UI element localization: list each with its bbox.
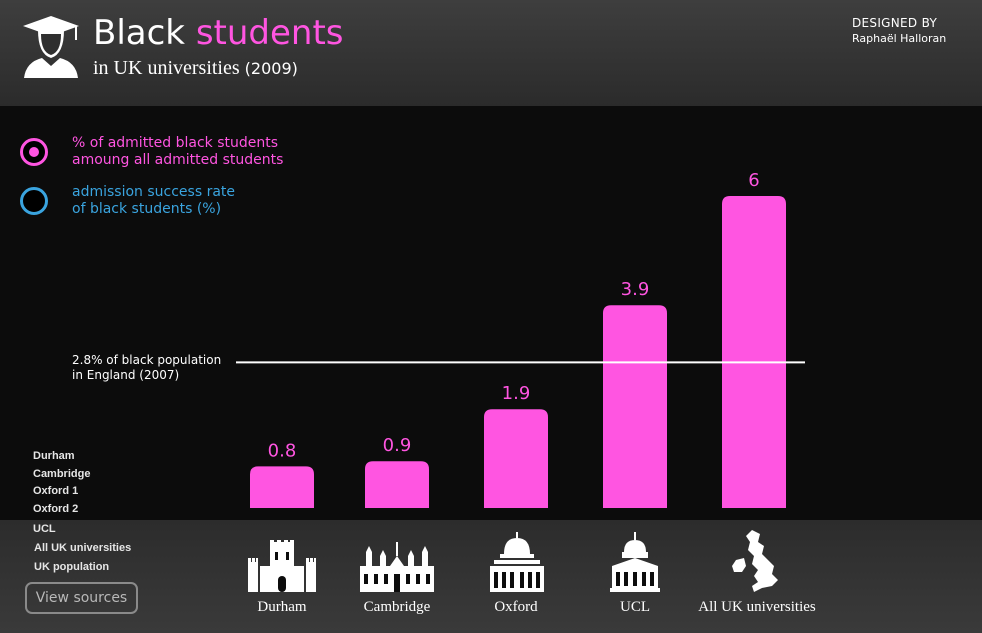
header-band — [0, 0, 982, 106]
sidebar-item-cambridge[interactable]: Cambridge — [33, 468, 91, 480]
title-main: Black — [93, 13, 185, 53]
view-sources-button[interactable]: View sources — [25, 582, 138, 614]
legend-item-admitted[interactable]: % of admitted black students amoung all … — [20, 135, 320, 178]
sidebar-item-oxford-2[interactable]: Oxford 2 — [33, 503, 79, 515]
radio-unselected-icon[interactable] — [20, 187, 48, 215]
bar-durham[interactable] — [250, 466, 314, 508]
legend-label-line1: % of admitted black students — [72, 135, 279, 151]
designed-by-label: DESIGNED BY — [852, 16, 938, 30]
category-label-cambridge: Cambridge — [363, 599, 431, 615]
bar-value-label: 1.9 — [502, 383, 531, 404]
designer-name: Raphaël Halloran — [852, 32, 947, 45]
bar-value-label: 3.9 — [621, 279, 650, 300]
subtitle-year: (2009) — [244, 59, 298, 78]
category-label-oxford: Oxford — [494, 599, 538, 615]
cambridge-chapel-icon — [360, 542, 434, 592]
sidebar-item-oxford-1[interactable]: Oxford 1 — [33, 485, 79, 497]
bar-all-uk-universities[interactable] — [722, 196, 786, 508]
reference-label-line1: 2.8% of black population — [72, 353, 222, 367]
sidebar-item-all-uk[interactable]: All UK universities — [34, 542, 132, 554]
bar-value-label: 0.8 — [268, 440, 297, 461]
subtitle-text: in UK universities — [93, 57, 240, 79]
graduate-icon — [23, 16, 79, 78]
bar-value-label: 6 — [748, 170, 759, 191]
durham-castle-icon — [248, 540, 316, 592]
bar-value-label: 0.9 — [383, 435, 412, 456]
title-accent: students — [195, 13, 344, 53]
category-label-durham: Durham — [257, 599, 307, 615]
bar-oxford[interactable] — [484, 409, 548, 508]
reference-label: 2.8% of black population in England (200… — [72, 353, 221, 383]
bar-cambridge[interactable] — [365, 461, 429, 508]
uk-map-icon — [732, 530, 778, 592]
category-label-all-uk: All UK universities — [698, 599, 816, 615]
ucl-dome-icon — [610, 532, 660, 592]
category-label-ucl: UCL — [620, 599, 650, 615]
radio-selected-icon[interactable] — [20, 138, 48, 166]
oxford-dome-icon — [490, 532, 544, 592]
legend-label-line1: admission success rate — [72, 184, 236, 200]
sidebar-item-ucl[interactable]: UCL — [33, 523, 56, 535]
sidebar-item-durham[interactable]: Durham — [33, 450, 75, 462]
page-subtitle: in UK universities (2009) — [93, 57, 298, 80]
legend-label-line2: of black students (%) — [72, 201, 222, 217]
legend-item-success-rate[interactable]: admission success rate of black students… — [20, 184, 320, 227]
credits: DESIGNED BY Raphaël Halloran — [852, 16, 962, 46]
page-title: Black students — [93, 13, 344, 53]
legend-label-line2: amoung all admitted students — [72, 152, 284, 168]
reference-label-line2: in England (2007) — [72, 368, 180, 382]
sidebar-item-uk-population[interactable]: UK population — [34, 561, 110, 573]
bar-ucl[interactable] — [603, 305, 667, 508]
